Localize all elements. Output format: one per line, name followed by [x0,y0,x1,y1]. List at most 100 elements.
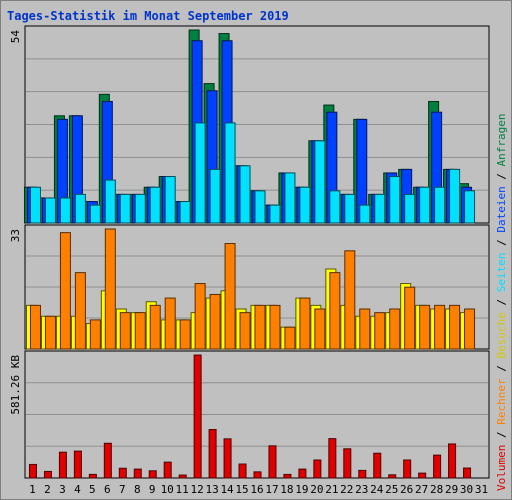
max-label-bottom: 581.26 KB [9,355,22,415]
bar-rechner-day-15 [239,312,251,350]
bar-rechner-day-19 [299,297,311,350]
x-tick-label-14: 14 [220,483,234,496]
bar-rechner-day-11 [179,319,191,350]
bar-rechner-day-23 [359,308,371,350]
bar-rechner-day-3 [59,232,71,350]
x-tick-label-22: 22 [340,483,353,496]
bar-volumen-day-18 [283,473,292,479]
x-tick-label-13: 13 [205,483,218,496]
bar-seiten-day-12 [194,122,206,224]
x-tick-label-9: 9 [149,483,156,496]
x-tick-label-12: 12 [191,483,204,496]
bar-volumen-day-17 [268,445,277,479]
bar-seiten-day-25 [389,176,401,224]
legend-item-volumen: Volumen [495,445,508,491]
bar-seiten-day-5 [89,204,101,224]
panel-bottom: 581.26 KB [9,350,490,479]
bar-volumen-day-22 [343,448,352,479]
bar-rechner-day-21 [329,272,341,350]
bar-volumen-day-9 [148,470,157,479]
legend-item-seiten: Seiten [495,253,508,293]
bar-volumen-day-13 [208,429,217,479]
bar-rechner-day-29 [449,304,461,350]
legend: Volumen / Rechner / Besuche / Seiten / D… [495,113,508,491]
bar-rechner-day-5 [89,319,101,350]
x-tick-label-19: 19 [295,483,308,496]
legend-item-rechner: Rechner [495,378,508,425]
legend-separator: / [495,233,508,253]
bar-volumen-day-4 [73,450,82,479]
bar-seiten-day-23 [359,204,371,224]
bar-volumen-day-14 [223,438,232,479]
x-tick-label-31: 31 [475,483,488,496]
legend-item-dateien: Dateien [495,186,508,232]
bar-rechner-day-1 [29,304,41,350]
bar-seiten-day-1 [29,186,41,224]
legend-separator: / [495,292,508,312]
bar-seiten-day-18 [284,172,296,224]
max-label-middle: 33 [9,229,22,242]
bar-seiten-day-30 [464,190,476,224]
bar-seiten-day-13 [209,168,221,224]
x-tick-label-24: 24 [370,483,384,496]
bar-seiten-day-2 [44,197,56,224]
x-tick-label-23: 23 [355,483,368,496]
bar-rechner-day-27 [419,304,431,350]
bar-volumen-day-3 [58,451,67,479]
bar-seiten-day-16 [254,190,266,224]
bar-volumen-day-29 [448,443,457,479]
bar-seiten-day-22 [344,193,356,224]
x-tick-label-21: 21 [325,483,338,496]
bar-seiten-day-9 [149,186,161,224]
bar-volumen-day-12 [193,354,202,479]
x-tick-label-1: 1 [29,483,36,496]
bar-volumen-day-6 [103,442,112,479]
bar-volumen-day-16 [253,471,262,479]
chart-title: Tages-Statistik im Monat September 2019 [7,9,289,23]
bar-rechner-day-18 [284,326,296,350]
x-tick-label-11: 11 [176,483,189,496]
x-tick-label-8: 8 [134,483,141,496]
bar-seiten-day-20 [314,140,326,224]
bar-volumen-day-10 [163,461,172,479]
bar-seiten-day-28 [434,186,446,224]
x-tick-label-28: 28 [430,483,443,496]
bar-rechner-day-28 [434,304,446,350]
bar-volumen-day-8 [133,468,142,479]
x-tick-label-6: 6 [104,483,111,496]
bar-rechner-day-25 [389,308,401,350]
legend-item-anfragen: Anfragen [495,113,508,166]
bar-rechner-day-10 [164,297,176,350]
bar-seiten-day-3 [59,197,71,224]
bar-rechner-day-6 [104,228,116,350]
bar-seiten-day-26 [404,193,416,224]
bar-seiten-day-19 [299,186,311,224]
bar-seiten-day-21 [329,190,341,224]
bar-rechner-day-24 [374,312,386,350]
bar-seiten-day-15 [239,165,251,224]
bar-volumen-day-30 [463,467,472,479]
x-tick-label-26: 26 [400,483,413,496]
x-tick-label-30: 30 [460,483,473,496]
bar-rechner-day-14 [224,243,236,350]
bar-volumen-day-15 [238,463,247,479]
bar-volumen-day-27 [418,472,427,479]
bar-volumen-day-26 [403,459,412,479]
bar-rechner-day-4 [74,272,86,350]
x-tick-label-16: 16 [250,483,263,496]
x-tick-label-29: 29 [445,483,458,496]
bar-seiten-day-27 [419,186,431,224]
bar-rechner-day-9 [149,304,161,350]
bar-volumen-day-28 [433,454,442,479]
bar-volumen-day-11 [178,474,187,479]
bar-seiten-day-24 [374,193,386,224]
x-tick-label-2: 2 [44,483,51,496]
bar-rechner-day-8 [134,312,146,350]
bar-rechner-day-7 [119,312,131,350]
x-tick-label-15: 15 [235,483,248,496]
bar-seiten-day-4 [74,193,86,224]
bar-rechner-day-17 [269,304,281,350]
bar-volumen-day-20 [313,459,322,479]
